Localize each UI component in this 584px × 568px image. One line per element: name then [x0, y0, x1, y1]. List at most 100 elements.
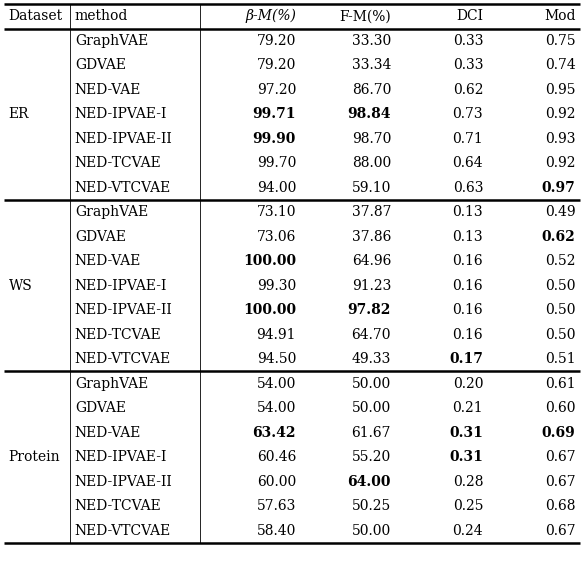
Text: 0.49: 0.49: [545, 205, 575, 219]
Text: 54.00: 54.00: [256, 401, 296, 415]
Text: NED-TCVAE: NED-TCVAE: [75, 156, 162, 170]
Text: method: method: [75, 9, 128, 23]
Text: 0.62: 0.62: [541, 229, 575, 244]
Text: 94.91: 94.91: [256, 328, 296, 342]
Text: 0.13: 0.13: [453, 229, 483, 244]
Text: 61.67: 61.67: [352, 426, 391, 440]
Text: 100.00: 100.00: [243, 254, 296, 268]
Text: 60.00: 60.00: [257, 475, 296, 488]
Text: GraphVAE: GraphVAE: [75, 377, 148, 391]
Text: 0.16: 0.16: [453, 279, 483, 293]
Text: 54.00: 54.00: [256, 377, 296, 391]
Text: GraphVAE: GraphVAE: [75, 205, 148, 219]
Text: 99.30: 99.30: [257, 279, 296, 293]
Text: 0.63: 0.63: [453, 181, 483, 195]
Text: 91.23: 91.23: [352, 279, 391, 293]
Text: 94.00: 94.00: [256, 181, 296, 195]
Text: 99.71: 99.71: [252, 107, 296, 121]
Text: Protein: Protein: [9, 450, 60, 464]
Text: NED-VTCVAE: NED-VTCVAE: [75, 524, 171, 538]
Text: 0.33: 0.33: [453, 34, 483, 48]
Text: DCI: DCI: [456, 9, 483, 23]
Text: 97.82: 97.82: [347, 303, 391, 318]
Text: 0.74: 0.74: [545, 59, 575, 72]
Text: NED-VTCVAE: NED-VTCVAE: [75, 352, 171, 366]
Text: 0.67: 0.67: [545, 524, 575, 538]
Text: 98.84: 98.84: [347, 107, 391, 121]
Text: 0.75: 0.75: [545, 34, 575, 48]
Text: 73.06: 73.06: [256, 229, 296, 244]
Text: 0.25: 0.25: [453, 499, 483, 513]
Text: NED-VAE: NED-VAE: [75, 83, 141, 97]
Text: ER: ER: [9, 107, 29, 121]
Text: 50.00: 50.00: [352, 377, 391, 391]
Text: 79.20: 79.20: [256, 34, 296, 48]
Text: 33.34: 33.34: [352, 59, 391, 72]
Text: 79.20: 79.20: [256, 59, 296, 72]
Text: 99.90: 99.90: [253, 132, 296, 146]
Text: 37.87: 37.87: [352, 205, 391, 219]
Text: 0.21: 0.21: [453, 401, 483, 415]
Text: 0.92: 0.92: [545, 107, 575, 121]
Text: 0.95: 0.95: [545, 83, 575, 97]
Text: 0.16: 0.16: [453, 328, 483, 342]
Text: 58.40: 58.40: [256, 524, 296, 538]
Text: 49.33: 49.33: [352, 352, 391, 366]
Text: 0.50: 0.50: [545, 328, 575, 342]
Text: 86.70: 86.70: [352, 83, 391, 97]
Text: 0.52: 0.52: [545, 254, 575, 268]
Text: 0.61: 0.61: [545, 377, 575, 391]
Text: 0.28: 0.28: [453, 475, 483, 488]
Text: 73.10: 73.10: [256, 205, 296, 219]
Text: 0.71: 0.71: [453, 132, 483, 146]
Text: 0.68: 0.68: [545, 499, 575, 513]
Text: Dataset: Dataset: [9, 9, 62, 23]
Text: NED-IPVAE-II: NED-IPVAE-II: [75, 475, 173, 488]
Text: 0.92: 0.92: [545, 156, 575, 170]
Text: 59.10: 59.10: [352, 181, 391, 195]
Text: 0.31: 0.31: [449, 426, 483, 440]
Text: 0.50: 0.50: [545, 303, 575, 318]
Text: NED-IPVAE-I: NED-IPVAE-I: [75, 107, 167, 121]
Text: NED-IPVAE-II: NED-IPVAE-II: [75, 132, 173, 146]
Text: 60.46: 60.46: [256, 450, 296, 464]
Text: 97.20: 97.20: [256, 83, 296, 97]
Text: 0.67: 0.67: [545, 450, 575, 464]
Text: NED-TCVAE: NED-TCVAE: [75, 499, 162, 513]
Text: 50.00: 50.00: [352, 401, 391, 415]
Text: 55.20: 55.20: [352, 450, 391, 464]
Text: 33.30: 33.30: [352, 34, 391, 48]
Text: 0.73: 0.73: [453, 107, 483, 121]
Text: 63.42: 63.42: [252, 426, 296, 440]
Text: 0.60: 0.60: [545, 401, 575, 415]
Text: 94.50: 94.50: [256, 352, 296, 366]
Text: NED-TCVAE: NED-TCVAE: [75, 328, 162, 342]
Text: 0.16: 0.16: [453, 303, 483, 318]
Text: 64.00: 64.00: [347, 475, 391, 488]
Text: 37.86: 37.86: [352, 229, 391, 244]
Text: 0.50: 0.50: [545, 279, 575, 293]
Text: GDVAE: GDVAE: [75, 229, 126, 244]
Text: GDVAE: GDVAE: [75, 401, 126, 415]
Text: F-M(%): F-M(%): [339, 9, 391, 23]
Text: NED-IPVAE-II: NED-IPVAE-II: [75, 303, 173, 318]
Text: GDVAE: GDVAE: [75, 59, 126, 72]
Text: 0.31: 0.31: [449, 450, 483, 464]
Text: 98.70: 98.70: [352, 132, 391, 146]
Text: 100.00: 100.00: [243, 303, 296, 318]
Text: Mod: Mod: [544, 9, 575, 23]
Text: 50.00: 50.00: [352, 524, 391, 538]
Text: NED-IPVAE-I: NED-IPVAE-I: [75, 279, 167, 293]
Text: NED-VAE: NED-VAE: [75, 254, 141, 268]
Text: 0.20: 0.20: [453, 377, 483, 391]
Text: 64.96: 64.96: [352, 254, 391, 268]
Text: NED-IPVAE-I: NED-IPVAE-I: [75, 450, 167, 464]
Text: 0.16: 0.16: [453, 254, 483, 268]
Text: WS: WS: [9, 279, 32, 293]
Text: 0.51: 0.51: [545, 352, 575, 366]
Text: 0.93: 0.93: [545, 132, 575, 146]
Text: 0.67: 0.67: [545, 475, 575, 488]
Text: 99.70: 99.70: [256, 156, 296, 170]
Text: 0.13: 0.13: [453, 205, 483, 219]
Text: β-M(%): β-M(%): [245, 9, 296, 23]
